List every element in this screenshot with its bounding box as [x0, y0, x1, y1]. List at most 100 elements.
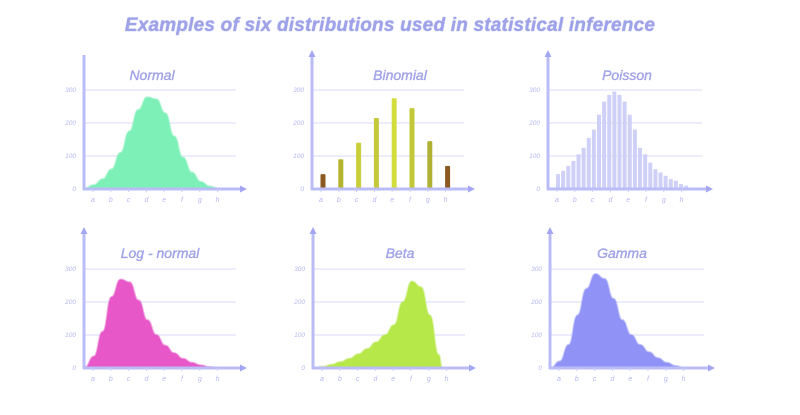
x-tick-label: b	[573, 197, 577, 204]
poisson-bar	[581, 147, 586, 189]
chart-log-normal: 0 100 200 300 a b c d e f g h Log - normal	[64, 227, 247, 383]
distribution-area	[84, 278, 219, 369]
chart-poisson: 0 100 200 300 a b c d e f g h Poisson	[528, 50, 713, 204]
y-tick-label: 300	[65, 87, 76, 94]
distribution-area	[84, 96, 220, 190]
poisson-bar	[597, 114, 602, 189]
poisson-bar	[679, 184, 684, 189]
x-tick-label: g	[662, 197, 666, 204]
x-tick-label: a	[557, 376, 561, 383]
binomial-bar	[320, 174, 326, 189]
y-tick-label: 300	[294, 266, 305, 273]
y-tick-label: 200	[64, 120, 76, 127]
x-axis-arrow-icon	[240, 364, 247, 372]
poisson-bar	[591, 129, 596, 189]
x-tick-label: d	[372, 197, 377, 204]
poisson-bar	[586, 137, 591, 189]
poisson-bar	[576, 154, 581, 189]
x-axis-arrow-icon	[708, 364, 715, 372]
binomial-bar	[445, 165, 451, 189]
x-tick-label: h	[682, 376, 686, 383]
y-axis-arrow-icon	[80, 227, 88, 234]
poisson-bar	[643, 154, 648, 189]
x-tick-label: a	[319, 197, 323, 204]
poisson-bar	[638, 147, 643, 189]
poisson-bar	[617, 94, 622, 189]
y-tick-label: 0	[536, 186, 540, 193]
y-tick-label: 0	[300, 186, 304, 193]
y-axis-arrow-icon	[546, 227, 554, 234]
y-axis-arrow-icon	[308, 50, 316, 57]
binomial-bar	[427, 141, 433, 189]
x-tick-label: e	[628, 376, 632, 383]
x-tick-label: f	[410, 376, 413, 383]
y-tick-label: 200	[64, 299, 76, 306]
y-axis-arrow-icon	[309, 227, 317, 234]
x-tick-label: e	[162, 376, 166, 383]
x-tick-label: c	[593, 376, 597, 383]
poisson-bar	[653, 169, 658, 189]
poisson-bar	[673, 180, 678, 189]
x-tick-label: b	[338, 376, 342, 383]
chart-binomial: 0 100 200 300 a b c d e f g h Binomial	[292, 50, 475, 204]
x-tick-label: b	[575, 376, 579, 383]
main-title: Examples of six distributions used in st…	[124, 15, 656, 36]
poisson-bar	[607, 94, 612, 189]
poisson-bar	[663, 175, 668, 189]
panel-title: Beta	[386, 245, 415, 261]
y-tick-label: 0	[72, 186, 76, 193]
x-tick-label: e	[626, 197, 630, 204]
poisson-bar	[684, 185, 689, 189]
y-tick-label: 200	[530, 299, 542, 306]
poisson-bar	[571, 160, 576, 189]
x-tick-label: d	[608, 197, 613, 204]
x-tick-label: h	[216, 197, 220, 204]
x-tick-label: a	[91, 197, 95, 204]
x-tick-label: c	[355, 197, 359, 204]
y-tick-label: 100	[529, 153, 540, 160]
chart-gamma: 0 100 200 300 a b c d e f g h Gamma	[530, 227, 715, 383]
poisson-bar	[566, 165, 571, 189]
x-tick-label: g	[426, 197, 430, 204]
x-axis-arrow-icon	[469, 364, 476, 372]
x-tick-label: g	[198, 197, 202, 204]
x-axis-arrow-icon	[468, 185, 475, 193]
x-tick-label: h	[444, 197, 448, 204]
x-tick-label: d	[144, 376, 149, 383]
y-tick-label: 100	[65, 332, 76, 339]
x-tick-label: c	[127, 197, 131, 204]
distribution-area	[550, 272, 685, 369]
x-axis-arrow-icon	[240, 185, 247, 193]
y-tick-label: 200	[528, 120, 540, 127]
x-tick-label: e	[391, 376, 395, 383]
x-tick-label: d	[610, 376, 615, 383]
y-tick-label: 200	[293, 299, 305, 306]
y-tick-label: 300	[531, 266, 542, 273]
panel-title: Normal	[129, 67, 175, 83]
chart-beta: 0 100 200 300 a b c d e f g h Beta	[293, 227, 476, 383]
poisson-bar	[632, 129, 637, 189]
x-tick-label: c	[356, 376, 360, 383]
x-tick-label: a	[320, 376, 324, 383]
x-axis-arrow-icon	[706, 185, 713, 193]
x-tick-label: h	[445, 376, 449, 383]
x-tick-label: b	[109, 376, 113, 383]
x-tick-label: b	[337, 197, 341, 204]
x-tick-label: c	[127, 376, 131, 383]
x-tick-label: c	[591, 197, 595, 204]
distribution-area	[313, 280, 444, 369]
x-tick-label: f	[181, 197, 184, 204]
y-tick-label: 300	[529, 87, 540, 94]
x-tick-label: g	[427, 376, 431, 383]
x-tick-label: a	[555, 197, 559, 204]
y-axis-arrow-icon	[544, 50, 552, 57]
y-tick-label: 0	[538, 365, 542, 372]
y-tick-label: 100	[294, 332, 305, 339]
y-tick-label: 200	[292, 120, 304, 127]
y-tick-label: 300	[65, 266, 76, 273]
panel-title: Gamma	[597, 245, 647, 261]
y-tick-label: 100	[293, 153, 304, 160]
x-tick-label: a	[91, 376, 95, 383]
x-tick-label: f	[645, 197, 648, 204]
poisson-bar	[561, 170, 566, 189]
